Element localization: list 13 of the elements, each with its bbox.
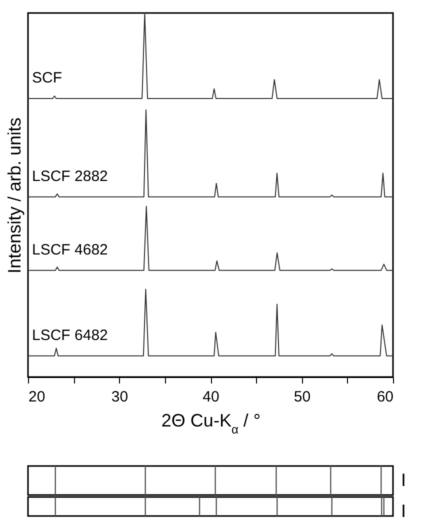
series-label: LSCF 2882 (32, 168, 108, 185)
x-tick-label: 30 (111, 388, 128, 406)
text: I (401, 470, 406, 490)
x-tick-label: 40 (202, 388, 220, 406)
series-label: LSCF 4682 (32, 241, 108, 258)
x-axis-title: 2Θ Cu-K$_{α}$ / ° (161, 410, 261, 436)
y-axis-title: Intensity / arb. units (4, 117, 24, 274)
x-tick-label: 20 (28, 388, 46, 406)
series-label: LSCF 6482 (32, 326, 108, 344)
text: I (401, 501, 406, 521)
series-label: SCF (32, 70, 62, 87)
x-tick-label: 60 (376, 388, 394, 406)
x-tick-label: 50 (294, 388, 311, 406)
